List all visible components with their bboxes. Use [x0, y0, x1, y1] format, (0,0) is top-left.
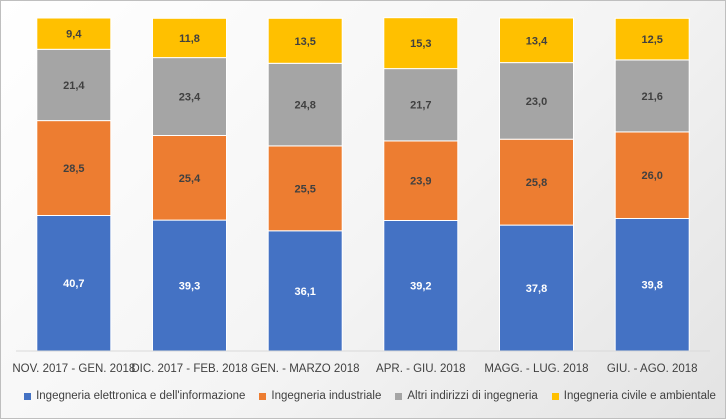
bar-segment	[36, 215, 112, 352]
bar-segment	[499, 17, 574, 64]
legend-swatch	[259, 392, 267, 400]
bar-segment	[614, 131, 690, 219]
data-label: 25,4	[179, 173, 201, 185]
legend-swatch	[551, 392, 559, 400]
legend-item: Ingegneria industriale	[259, 390, 381, 402]
data-label: 12,5	[641, 34, 662, 46]
legend-label: Altri indirizzi di ingegneria	[407, 390, 538, 402]
bar-segment	[267, 145, 343, 232]
legend-label: Ingegneria industriale	[271, 390, 382, 402]
data-label: 39,3	[179, 281, 200, 293]
data-label: 26,0	[641, 170, 662, 182]
data-label: 15,3	[410, 38, 431, 50]
legend-item: Ingegneria elettronica e dell'informazio…	[24, 390, 245, 402]
data-label: 36,1	[294, 286, 315, 298]
legend-label: Ingegneria civile e ambientale	[563, 390, 716, 402]
bar-segment	[267, 17, 343, 64]
data-label: 39,2	[410, 281, 431, 293]
bar-segment	[499, 62, 574, 140]
data-label: 9,4	[66, 29, 82, 41]
data-label: 21,6	[641, 91, 662, 103]
bar-segment	[152, 135, 227, 221]
bar-segment	[383, 68, 459, 142]
bar-segment	[152, 57, 227, 136]
chart-legend: Ingegneria elettronica e dell'informazio…	[24, 385, 716, 407]
data-label: 39,8	[641, 280, 662, 292]
bar-segment	[614, 17, 690, 61]
bar-segment	[152, 17, 227, 59]
data-label: 24,8	[294, 100, 315, 112]
x-tick-label: GEN. - MARZO 2018	[251, 363, 360, 375]
data-label: 13,5	[294, 36, 315, 48]
bar-segment	[152, 219, 227, 352]
bar-segment	[499, 138, 574, 226]
x-tick-label: MAGG. - LUG. 2018	[484, 363, 588, 375]
legend-item: Ingegneria civile e ambientale	[551, 390, 716, 402]
data-label: 25,5	[294, 183, 315, 195]
data-label: 11,8	[179, 33, 200, 45]
x-tick-label: DIC. 2017 - FEB. 2018	[131, 363, 247, 375]
bar-segment	[383, 140, 459, 221]
x-tick-label: GIU. - AGO. 2018	[607, 363, 698, 375]
legend-swatch	[395, 392, 403, 400]
data-label: 21,7	[410, 100, 431, 112]
bar-segment	[36, 48, 112, 122]
data-label: 13,4	[526, 35, 548, 47]
data-label: 25,8	[526, 177, 547, 189]
bar-segment	[383, 17, 459, 70]
bar-segment	[36, 17, 112, 50]
data-label: 37,8	[526, 283, 547, 295]
data-label: 21,4	[63, 80, 85, 92]
legend-item: Altri indirizzi di ingegneria	[395, 390, 538, 402]
data-label: 40,7	[63, 278, 84, 290]
data-label: 23,9	[410, 176, 431, 188]
data-label: 23,4	[179, 92, 201, 104]
data-label: 28,5	[63, 163, 84, 175]
x-tick-label: APR. - GIU. 2018	[376, 363, 465, 375]
legend-swatch	[24, 392, 32, 400]
bar-segment	[614, 59, 690, 133]
legend-label: Ingegneria elettronica e dell'informazio…	[36, 390, 246, 402]
data-label: 23,0	[526, 96, 547, 108]
bar-segment	[267, 230, 343, 352]
bar-segment	[267, 62, 343, 147]
bars-group: 40,7 28,5 21,4 9,4 39,3 25,4 23,4 11,8 36,1 25,5 2…	[36, 17, 690, 352]
bar-segment	[499, 224, 574, 352]
x-tick-label: NOV. 2017 - GEN. 2018	[12, 363, 135, 375]
